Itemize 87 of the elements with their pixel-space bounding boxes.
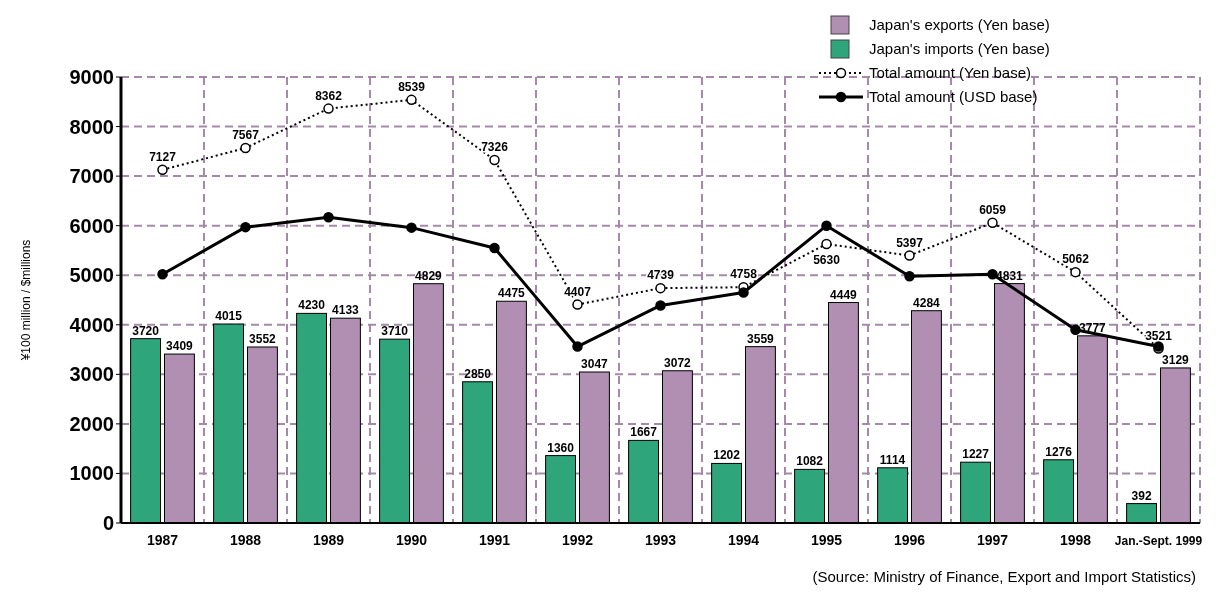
- y-tick-label: 0: [102, 512, 114, 534]
- point: [489, 242, 500, 254]
- data-label: 3072: [664, 355, 692, 370]
- data-label: 8539: [398, 79, 426, 94]
- point: [904, 270, 915, 282]
- x-tick-label: 1995: [810, 532, 843, 548]
- y-tick-label: 8000: [69, 115, 114, 138]
- data-label: 5062: [1062, 252, 1090, 267]
- data-label: 4829: [415, 268, 443, 283]
- point: [406, 94, 417, 106]
- data-label: 3047: [581, 357, 609, 371]
- point: [406, 222, 417, 233]
- x-tick-label: Jan.-Sept. 1999: [1114, 534, 1203, 548]
- data-label: 7567: [232, 128, 260, 143]
- y-tick-label: 5000: [69, 264, 114, 287]
- y-tick-label: 9000: [69, 66, 114, 88]
- point: [157, 164, 168, 176]
- data-label: 3559: [747, 331, 775, 346]
- data-label: 392: [1131, 488, 1152, 503]
- y-tick-label: 6000: [69, 214, 114, 237]
- data-label: 3129: [1162, 352, 1190, 367]
- point: [987, 217, 998, 228]
- legend-label: Japan's imports (Yen base): [869, 40, 1050, 57]
- data-label: 3710: [381, 324, 409, 339]
- y-tick-label: 7000: [69, 165, 114, 188]
- data-label: 5397: [896, 235, 924, 250]
- point: [904, 250, 915, 261]
- data-label: 5630: [813, 253, 841, 267]
- x-tick-label: 1996: [893, 532, 926, 548]
- data-label: 3521: [1145, 328, 1173, 343]
- x-tick-label: 1994: [727, 532, 760, 548]
- data-label: 4230: [298, 298, 326, 313]
- x-tick-label: 1997: [976, 532, 1009, 548]
- data-label: 4133: [332, 303, 360, 318]
- x-tick-label: 1991: [478, 532, 511, 548]
- point: [738, 287, 749, 298]
- point: [572, 299, 583, 310]
- x-tick-label: 1990: [395, 532, 428, 548]
- point: [323, 103, 334, 114]
- point: [1070, 266, 1081, 278]
- data-label: 4758: [730, 267, 758, 282]
- data-label: 4739: [647, 268, 675, 283]
- point: [655, 282, 666, 294]
- data-label: 7326: [481, 139, 509, 154]
- x-tick-label: 1993: [644, 532, 677, 548]
- data-label: 1114: [879, 452, 906, 467]
- data-label: 3409: [166, 339, 194, 354]
- y-tick-label: 1000: [69, 462, 114, 485]
- x-tick-label: 1987: [146, 532, 179, 548]
- data-label: 3720: [132, 323, 160, 338]
- data-label: 1276: [1045, 444, 1073, 459]
- x-tick-label: 1992: [561, 532, 594, 548]
- y-tick-label: 4000: [69, 313, 114, 336]
- data-label: 6059: [979, 202, 1007, 217]
- data-label: 1202: [713, 448, 741, 463]
- text: (Source: Ministry of Finance, Export and Import Statistics): [812, 568, 1196, 585]
- data-label: 1227: [962, 447, 990, 462]
- data-label: 1082: [796, 454, 824, 469]
- y-axis-title: ¥100 million / $millions: [19, 239, 33, 362]
- y-tick-label: 3000: [69, 363, 114, 386]
- legend-label: Total amount (Yen base): [869, 64, 1032, 81]
- point: [572, 341, 583, 352]
- legend-label: Total amount (USD base): [869, 88, 1038, 105]
- data-label: 7127: [149, 149, 177, 164]
- data-label: 4015: [215, 309, 243, 324]
- data-label: 3552: [249, 331, 277, 346]
- legend-label: Japan's exports (Yen base): [869, 16, 1050, 33]
- point: [655, 300, 666, 311]
- x-tick-label: 1989: [312, 532, 345, 548]
- point: [240, 142, 251, 154]
- point: [240, 221, 251, 233]
- x-tick-label: 1998: [1059, 532, 1092, 548]
- point: [323, 211, 334, 223]
- point: [821, 220, 832, 231]
- data-label: 2850: [464, 366, 492, 381]
- data-label: 4284: [913, 295, 941, 310]
- data-label: 8362: [315, 88, 343, 103]
- data-label: 4475: [498, 286, 526, 301]
- x-tick-label: 1988: [229, 532, 262, 548]
- data-label: 1667: [630, 425, 658, 440]
- point: [489, 154, 500, 166]
- data-label: 1360: [547, 440, 575, 455]
- point: [157, 268, 168, 280]
- y-tick-label: 2000: [69, 412, 114, 435]
- data-label: 4449: [830, 287, 858, 302]
- point: [821, 238, 832, 250]
- data-label: 4407: [564, 284, 592, 299]
